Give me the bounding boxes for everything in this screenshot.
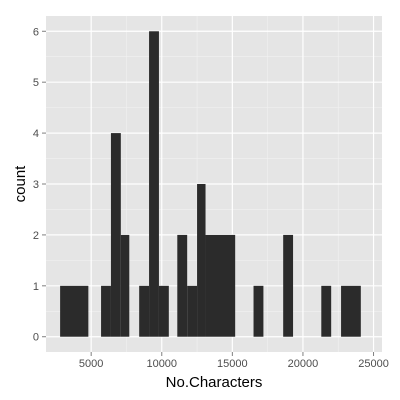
histogram-bar [60, 285, 89, 337]
x-axis-ticks: 5000 10000 15000 20000 25000 [79, 352, 389, 370]
histogram-bar [139, 285, 150, 337]
histogram-bar [321, 285, 332, 337]
y-tick-label: 5 [33, 77, 39, 89]
y-tick-label: 4 [33, 128, 39, 140]
histogram-bar [197, 184, 206, 337]
y-tick-label: 6 [33, 26, 39, 38]
y-tick-label: 3 [33, 179, 39, 191]
y-tick-label: 1 [33, 281, 39, 293]
histogram-bar [253, 285, 264, 337]
y-axis-ticks: 0 1 2 3 4 5 6 [33, 26, 46, 344]
histogram-bars [60, 31, 361, 337]
histogram-bar [283, 234, 294, 337]
histogram-bar [120, 234, 130, 337]
y-tick-label: 2 [33, 230, 39, 242]
x-tick-label: 10000 [146, 358, 177, 370]
x-tick-label: 20000 [288, 358, 319, 370]
y-tick-label: 0 [33, 332, 39, 344]
y-axis-title: count [12, 165, 29, 203]
histogram-bar [101, 285, 111, 337]
x-tick-label: 5000 [79, 358, 103, 370]
x-axis-title: No.Characters [166, 374, 263, 391]
x-tick-label: 15000 [217, 358, 248, 370]
histogram-bar [341, 285, 361, 337]
histogram-bar [110, 133, 121, 337]
histogram-bar [187, 285, 198, 337]
histogram-bar [205, 234, 236, 337]
x-tick-label: 25000 [358, 358, 389, 370]
histogram-bar [177, 234, 188, 337]
histogram-bar [158, 285, 169, 337]
histogram-bar [149, 31, 159, 337]
